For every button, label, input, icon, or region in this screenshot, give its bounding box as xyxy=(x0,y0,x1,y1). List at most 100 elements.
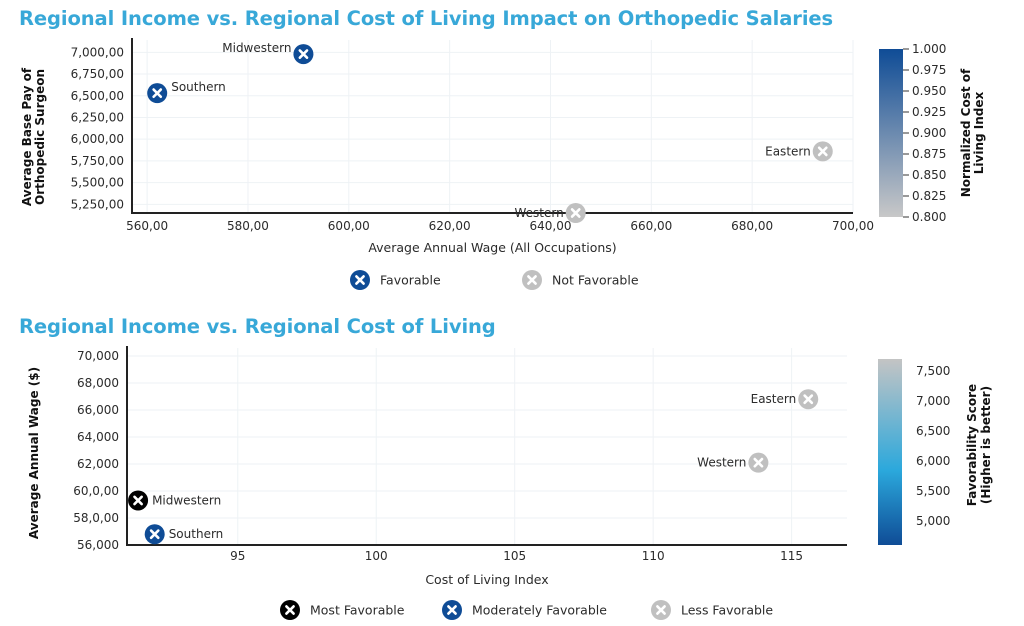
data-point: Eastern xyxy=(765,141,833,162)
data-point: Midwestern xyxy=(222,41,314,65)
colorbar-label: Favorability Score xyxy=(965,384,979,506)
legend-label: Most Favorable xyxy=(310,603,405,618)
colorbar-tick-label: 0.875 xyxy=(912,147,946,161)
x-tick-label: 700,00 xyxy=(832,219,874,233)
point-marker xyxy=(293,44,314,65)
chart-bottom: 56,000 58,0,00 60,0,00 62,000 64,000 66,000 68… xyxy=(27,346,993,620)
legend-label: Favorable xyxy=(380,273,441,288)
x-icon xyxy=(527,275,537,285)
point-marker xyxy=(798,389,819,410)
legend-item: Moderately Favorable xyxy=(442,600,607,620)
x-icon xyxy=(753,457,764,468)
point-label: Eastern xyxy=(751,392,797,406)
legend: Most Favorable Moderately Favorable Less F… xyxy=(280,600,773,620)
colorbar-tick-label: 5,500 xyxy=(916,484,950,498)
point-label: Southern xyxy=(169,527,224,541)
y-tick-label: 5,500,00 xyxy=(71,176,124,190)
point-label: Eastern xyxy=(765,144,811,158)
legend-label: Moderately Favorable xyxy=(472,603,607,618)
x-tick-label: 620,00 xyxy=(429,219,471,233)
colorbar-tick-label: 0.825 xyxy=(912,189,946,203)
x-icon xyxy=(447,605,457,615)
y-tick-label: 56,000 xyxy=(77,538,119,552)
legend-item: Less Favorable xyxy=(651,600,773,620)
y-tick-label: 58,0,00 xyxy=(73,511,119,525)
y-tick-label: 6,000,00 xyxy=(71,132,124,146)
x-tick-label: 660,00 xyxy=(630,219,672,233)
y-tick-label: 66,000 xyxy=(77,403,119,417)
chart-title-bottom: Regional Income vs. Regional Cost of Liv… xyxy=(19,315,496,338)
x-tick-label: 115 xyxy=(780,549,803,563)
y-tick-label: 60,0,00 xyxy=(73,484,119,498)
x-icon xyxy=(656,605,666,615)
x-tick-label: 105 xyxy=(503,549,526,563)
y-tick-label: 62,000 xyxy=(77,457,119,471)
colorbar-label: Living Index xyxy=(972,92,986,175)
x-tick-label: 100 xyxy=(365,549,388,563)
colorbar xyxy=(878,359,902,545)
y-tick-label: 5,250,00 xyxy=(71,197,124,211)
legend-item: Most Favorable xyxy=(280,600,405,620)
point-label: Western xyxy=(697,456,746,470)
colorbar-tick-label: 6,500 xyxy=(916,424,950,438)
y-axis-label: Average Annual Wage ($) xyxy=(27,367,41,539)
x-icon xyxy=(817,146,828,157)
legend-marker xyxy=(280,600,300,620)
data-point: Midwestern xyxy=(128,490,221,511)
x-axis-label: Cost of Living Index xyxy=(425,572,548,587)
y-tick-label: 70,000 xyxy=(77,349,119,363)
chart-top: 5,250,00 5,500,00 5,750,00 6,000,00 6,250,00… xyxy=(20,38,986,290)
data-point: Eastern xyxy=(751,389,819,410)
point-marker xyxy=(812,141,833,162)
point-label: Midwestern xyxy=(222,41,291,55)
chart-title-top: Regional Income vs. Regional Cost of Liv… xyxy=(19,7,834,30)
colorbar-tick-label: 0.850 xyxy=(912,168,946,182)
legend-label: Not Favorable xyxy=(552,273,639,288)
colorbar-label: (Higher is better) xyxy=(979,386,993,504)
legend: Favorable Not Favorable xyxy=(350,270,639,290)
colorbar-tick-label: 0.800 xyxy=(912,210,946,224)
colorbar-tick-label: 5,000 xyxy=(916,514,950,528)
colorbar-tick-label: 0.925 xyxy=(912,105,946,119)
legend-marker xyxy=(651,600,671,620)
x-tick-label: 110 xyxy=(642,549,665,563)
colorbar-tick-label: 0.950 xyxy=(912,84,946,98)
point-marker xyxy=(128,490,149,511)
legend-item: Not Favorable xyxy=(522,270,639,290)
y-axis-label: Average Base Pay of xyxy=(20,67,34,206)
x-icon xyxy=(133,495,143,506)
x-axis-label: Average Annual Wage (All Occupations) xyxy=(368,240,616,255)
point-marker xyxy=(565,203,586,223)
x-tick-label: 640,00 xyxy=(529,219,571,233)
data-point: Western xyxy=(514,203,586,223)
y-axis-label: Orthopedic Surgeon xyxy=(33,69,47,205)
legend-label: Less Favorable xyxy=(681,603,773,618)
legend-marker xyxy=(350,270,370,290)
colorbar-tick-label: 1.000 xyxy=(912,42,946,56)
y-tick-label: 6,250,00 xyxy=(71,110,124,124)
x-tick-label: 95 xyxy=(230,549,245,563)
y-tick-label: 68,000 xyxy=(77,376,119,390)
x-tick-label: 560,00 xyxy=(126,219,168,233)
x-icon xyxy=(152,88,163,99)
x-tick-label: 680,00 xyxy=(731,219,773,233)
point-marker xyxy=(748,452,769,473)
colorbar-label: Normalized Cost of xyxy=(959,68,973,197)
point-label: Southern xyxy=(171,80,226,94)
colorbar-tick-label: 6,000 xyxy=(916,454,950,468)
y-tick-label: 64,000 xyxy=(77,430,119,444)
x-icon xyxy=(355,275,365,285)
data-point: Southern xyxy=(147,80,226,104)
x-tick-label: 580,00 xyxy=(227,219,269,233)
y-tick-label: 6,750,00 xyxy=(71,67,124,81)
y-tick-label: 7,000,00 xyxy=(71,45,124,59)
point-marker xyxy=(144,524,165,545)
data-point: Western xyxy=(697,452,769,473)
legend-item: Favorable xyxy=(350,270,441,290)
legend-marker xyxy=(442,600,462,620)
point-label: Midwestern xyxy=(152,493,221,507)
y-tick-label: 6,500,00 xyxy=(71,89,124,103)
x-icon xyxy=(285,605,295,615)
x-icon xyxy=(803,394,814,405)
